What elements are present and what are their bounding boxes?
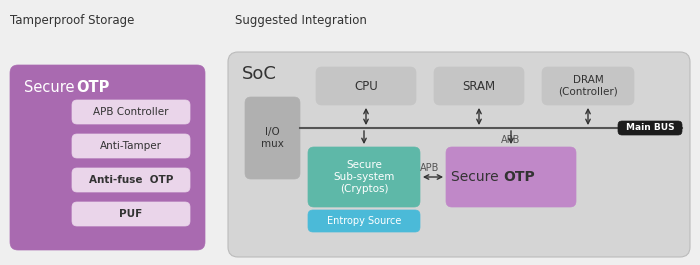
- Text: CPU: CPU: [354, 80, 378, 92]
- Text: APB Controller: APB Controller: [93, 107, 169, 117]
- Text: Main BUS: Main BUS: [626, 123, 674, 132]
- Text: Suggested Integration: Suggested Integration: [235, 14, 367, 27]
- FancyBboxPatch shape: [618, 121, 682, 135]
- Text: OTP: OTP: [503, 170, 535, 184]
- Text: Tamperproof Storage: Tamperproof Storage: [10, 14, 134, 27]
- Text: Secure
Sub-system
(Cryptos): Secure Sub-system (Cryptos): [333, 160, 395, 194]
- FancyBboxPatch shape: [542, 67, 634, 105]
- FancyBboxPatch shape: [72, 100, 190, 124]
- Text: Anti-fuse  OTP: Anti-fuse OTP: [89, 175, 173, 185]
- FancyBboxPatch shape: [72, 134, 190, 158]
- FancyBboxPatch shape: [316, 67, 416, 105]
- Text: Anti-Tamper: Anti-Tamper: [100, 141, 162, 151]
- Text: Secure: Secure: [24, 80, 79, 95]
- Text: PUF: PUF: [120, 209, 143, 219]
- Text: APB: APB: [501, 135, 521, 145]
- Text: DRAM
(Controller): DRAM (Controller): [558, 75, 618, 97]
- Text: Secure: Secure: [451, 170, 503, 184]
- FancyBboxPatch shape: [72, 202, 190, 226]
- Text: SRAM: SRAM: [463, 80, 496, 92]
- FancyBboxPatch shape: [446, 147, 576, 207]
- Text: I/O
mux: I/O mux: [260, 127, 284, 149]
- FancyBboxPatch shape: [245, 97, 300, 179]
- FancyBboxPatch shape: [10, 65, 205, 250]
- FancyBboxPatch shape: [72, 168, 190, 192]
- Text: Entropy Source: Entropy Source: [327, 216, 401, 226]
- FancyBboxPatch shape: [228, 52, 690, 257]
- Text: OTP: OTP: [76, 80, 109, 95]
- FancyBboxPatch shape: [434, 67, 524, 105]
- FancyBboxPatch shape: [308, 147, 420, 207]
- FancyBboxPatch shape: [308, 210, 420, 232]
- Text: SoC: SoC: [242, 65, 277, 83]
- Text: APB: APB: [420, 163, 440, 173]
